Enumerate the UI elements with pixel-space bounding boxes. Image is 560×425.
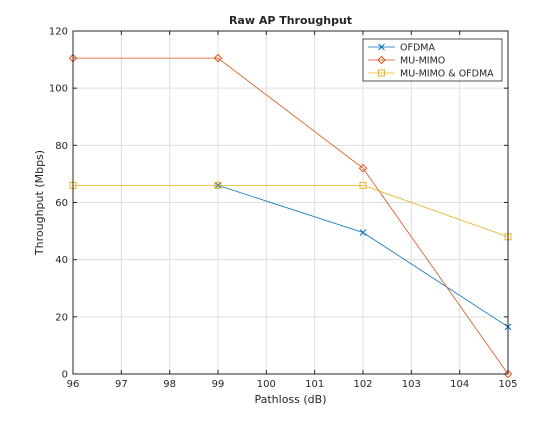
data-point-mu-mimo xyxy=(503,369,513,379)
data-point-mu-mimo xyxy=(213,53,223,63)
x-tick-label: 99 xyxy=(212,379,225,390)
x-tick-label: 100 xyxy=(257,379,276,390)
legend-marker xyxy=(378,69,385,77)
x-tick-label: 96 xyxy=(67,379,80,390)
legend-marker xyxy=(377,55,386,65)
marker-stroke xyxy=(378,43,385,51)
series-ofdma xyxy=(214,181,512,331)
series-line-mu-mimo-ofdma xyxy=(73,184,509,238)
x-tick-label: 102 xyxy=(353,379,372,390)
legend-item-ofdma: OFDMA xyxy=(368,43,435,54)
y-tick-label: 120 xyxy=(49,27,68,38)
x-tick-label: 105 xyxy=(498,379,517,390)
y-tick-label: 80 xyxy=(55,141,68,152)
legend-marker xyxy=(378,43,385,51)
x-tick-label: 97 xyxy=(115,379,128,390)
x-tick-label: 104 xyxy=(450,379,469,390)
x-tick-label: 101 xyxy=(305,379,324,390)
y-axis-label: Throughput (Mbps) xyxy=(33,150,46,256)
data-point-ofdma xyxy=(359,229,367,236)
grid xyxy=(72,30,509,375)
legend-label: MU-MIMO xyxy=(400,56,445,67)
legend-item-mu-mimo-ofdma: MU-MIMO & OFDMA xyxy=(368,69,494,80)
legend-label: OFDMA xyxy=(400,43,435,54)
series-line-mu-mimo xyxy=(73,57,509,375)
marker-stroke xyxy=(359,229,367,236)
legend-item-mu-mimo: MU-MIMO xyxy=(368,56,445,67)
data-point-mu-mimo xyxy=(358,163,368,173)
data-point-mu-mimo-ofdma xyxy=(359,181,367,189)
data-point-mu-mimo-ofdma xyxy=(214,181,222,189)
x-axis-label: Pathloss (dB) xyxy=(254,393,326,406)
series-mu-mimo xyxy=(68,53,513,379)
y-tick-label: 0 xyxy=(62,370,68,381)
x-tick-label: 98 xyxy=(163,379,176,390)
y-tick-label: 100 xyxy=(49,84,68,95)
legend: OFDMA MU-MIMO MU-MIMO & OFDMA xyxy=(362,38,503,82)
ticks: 96 97 98 99 100 101 102 103 104 105 0 20 40 60 80 100 12… xyxy=(49,27,518,391)
chart-title: Raw AP Throughput xyxy=(229,14,352,27)
legend-label: MU-MIMO & OFDMA xyxy=(400,69,494,80)
y-tick-label: 20 xyxy=(55,312,68,323)
y-tick-label: 60 xyxy=(55,198,68,209)
series-mu-mimo-ofdma xyxy=(69,181,512,241)
x-tick-label: 103 xyxy=(402,379,421,390)
y-tick-label: 40 xyxy=(55,255,68,266)
series-layer xyxy=(68,53,513,379)
